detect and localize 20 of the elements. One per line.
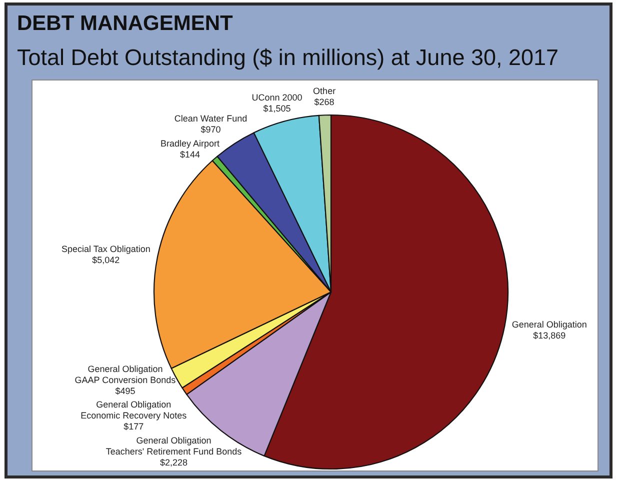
data-label: $1,505 [263,104,291,114]
chart-subtitle: Total Debt Outstanding ($ in millions) at June 30, 2017 [17,45,559,70]
slice-label: General Obligation Teachers' Retirement Fund Bonds [106,435,242,456]
slice-label: General Obligation GAAP Conversion Bonds [74,364,176,386]
slice-label: Bradley Airport [160,138,220,148]
data-label: $495 [115,386,136,396]
slice-label: General Obligation Economic Recovery Notes [80,399,188,420]
data-label: $5,042 [92,255,120,266]
slice-label: General Obligation [512,320,587,330]
chart-title: DEBT MANAGEMENT [17,12,233,35]
data-label: $13,869 [533,330,566,341]
data-label: $144 [180,149,200,160]
data-label: $2,228 [160,457,188,468]
slice-label: UConn 2000 [252,92,302,103]
data-label: $268 [314,97,334,108]
slice-label: Other [313,86,336,96]
data-label: $177 [124,421,144,432]
slice-label: Clean Water Fund [174,113,248,124]
data-label: $970 [200,124,221,134]
slice-label: Special Tax Obligation [61,244,150,254]
